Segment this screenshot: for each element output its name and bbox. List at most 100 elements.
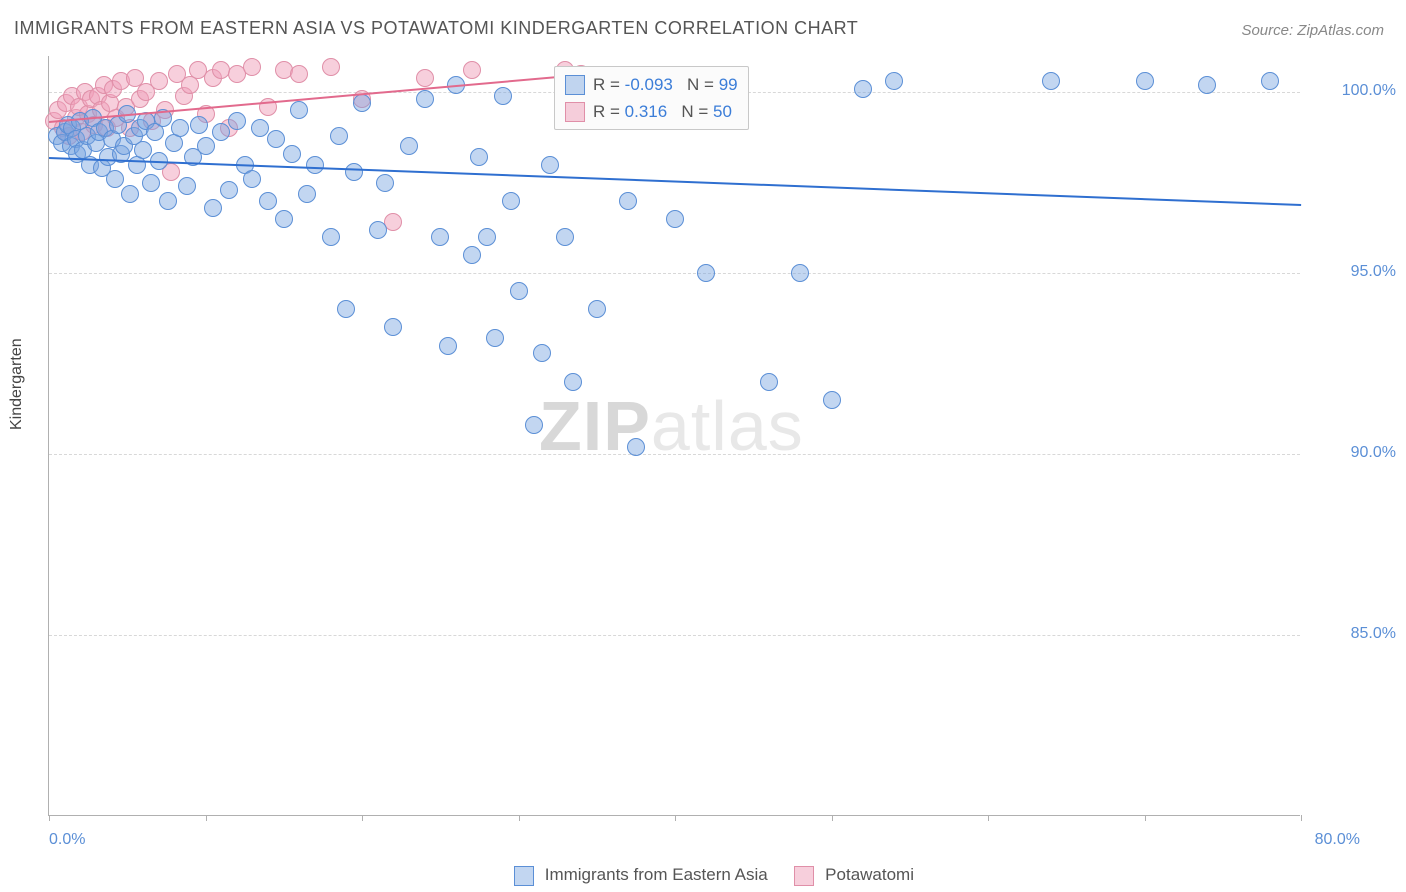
point-series1: [1261, 72, 1279, 90]
legend-swatch-series2: [794, 866, 814, 886]
point-series1: [478, 228, 496, 246]
point-series1: [106, 170, 124, 188]
y-tick-label: 90.0%: [1316, 444, 1396, 462]
point-series1: [1042, 72, 1060, 90]
point-series1: [439, 337, 457, 355]
point-series1: [298, 185, 316, 203]
point-series1: [470, 148, 488, 166]
gridline-h: [49, 273, 1300, 274]
point-series1: [1198, 76, 1216, 94]
legend-label-series2: Potawatomi: [825, 865, 914, 884]
legend-label-series1: Immigrants from Eastern Asia: [545, 865, 768, 884]
point-series1: [823, 391, 841, 409]
point-series1: [259, 192, 277, 210]
y-tick-label: 85.0%: [1316, 625, 1396, 643]
point-series1: [533, 344, 551, 362]
point-series1: [854, 80, 872, 98]
legend-swatch-icon: [565, 75, 585, 95]
point-series1: [337, 300, 355, 318]
stats-legend-row: R = 0.316 N = 50: [565, 98, 738, 125]
point-series1: [502, 192, 520, 210]
x-tick-mark: [519, 815, 520, 821]
y-tick-label: 95.0%: [1316, 263, 1396, 281]
point-series1: [345, 163, 363, 181]
point-series1: [494, 87, 512, 105]
point-series2: [416, 69, 434, 87]
point-series1: [556, 228, 574, 246]
x-tick-mark: [832, 815, 833, 821]
point-series1: [431, 228, 449, 246]
point-series1: [353, 94, 371, 112]
point-series1: [204, 199, 222, 217]
point-series1: [197, 137, 215, 155]
point-series1: [171, 119, 189, 137]
point-series1: [760, 373, 778, 391]
x-right-label: 80.0%: [1315, 831, 1360, 849]
trendline-series1: [49, 157, 1301, 206]
point-series1: [159, 192, 177, 210]
stats-text: R = -0.093 N = 99: [593, 71, 738, 98]
point-series1: [510, 282, 528, 300]
point-series2: [463, 61, 481, 79]
source-label: Source: ZipAtlas.com: [1241, 22, 1384, 39]
point-series1: [275, 210, 293, 228]
point-series1: [306, 156, 324, 174]
point-series1: [121, 185, 139, 203]
stats-text: R = 0.316 N = 50: [593, 98, 732, 125]
x-tick-mark: [1301, 815, 1302, 821]
point-series1: [525, 416, 543, 434]
y-axis-label: Kindergarten: [8, 338, 26, 430]
plot-area: ZIPatlas 85.0%90.0%95.0%100.0%0.0%80.0%R…: [48, 56, 1300, 816]
x-tick-mark: [206, 815, 207, 821]
point-series1: [190, 116, 208, 134]
stats-legend: R = -0.093 N = 99R = 0.316 N = 50: [554, 66, 749, 130]
point-series1: [697, 264, 715, 282]
point-series1: [178, 177, 196, 195]
point-series1: [212, 123, 230, 141]
x-tick-mark: [49, 815, 50, 821]
point-series1: [564, 373, 582, 391]
chart-title: IMMIGRANTS FROM EASTERN ASIA VS POTAWATO…: [14, 18, 858, 39]
point-series1: [400, 137, 418, 155]
x-tick-mark: [1145, 815, 1146, 821]
point-series1: [228, 112, 246, 130]
point-series1: [416, 90, 434, 108]
point-series1: [134, 141, 152, 159]
point-series1: [463, 246, 481, 264]
point-series1: [1136, 72, 1154, 90]
point-series1: [283, 145, 301, 163]
point-series1: [369, 221, 387, 239]
gridline-h: [49, 454, 1300, 455]
point-series1: [243, 170, 261, 188]
point-series2: [150, 72, 168, 90]
point-series1: [486, 329, 504, 347]
gridline-h: [49, 635, 1300, 636]
point-series2: [243, 58, 261, 76]
point-series1: [267, 130, 285, 148]
point-series1: [376, 174, 394, 192]
point-series1: [666, 210, 684, 228]
stats-legend-row: R = -0.093 N = 99: [565, 71, 738, 98]
bottom-legend: Immigrants from Eastern Asia Potawatomi: [0, 865, 1406, 886]
chart-container: IMMIGRANTS FROM EASTERN ASIA VS POTAWATO…: [0, 0, 1406, 892]
point-series1: [322, 228, 340, 246]
point-series1: [885, 72, 903, 90]
x-left-label: 0.0%: [49, 831, 85, 849]
point-series2: [322, 58, 340, 76]
point-series2: [290, 65, 308, 83]
point-series1: [619, 192, 637, 210]
point-series1: [290, 101, 308, 119]
y-tick-label: 100.0%: [1316, 82, 1396, 100]
point-series1: [627, 438, 645, 456]
point-series1: [251, 119, 269, 137]
x-tick-mark: [362, 815, 363, 821]
point-series1: [541, 156, 559, 174]
legend-swatch-icon: [565, 102, 585, 122]
point-series2: [384, 213, 402, 231]
legend-swatch-series1: [514, 866, 534, 886]
point-series1: [588, 300, 606, 318]
x-tick-mark: [988, 815, 989, 821]
point-series1: [220, 181, 238, 199]
point-series1: [384, 318, 402, 336]
point-series1: [330, 127, 348, 145]
